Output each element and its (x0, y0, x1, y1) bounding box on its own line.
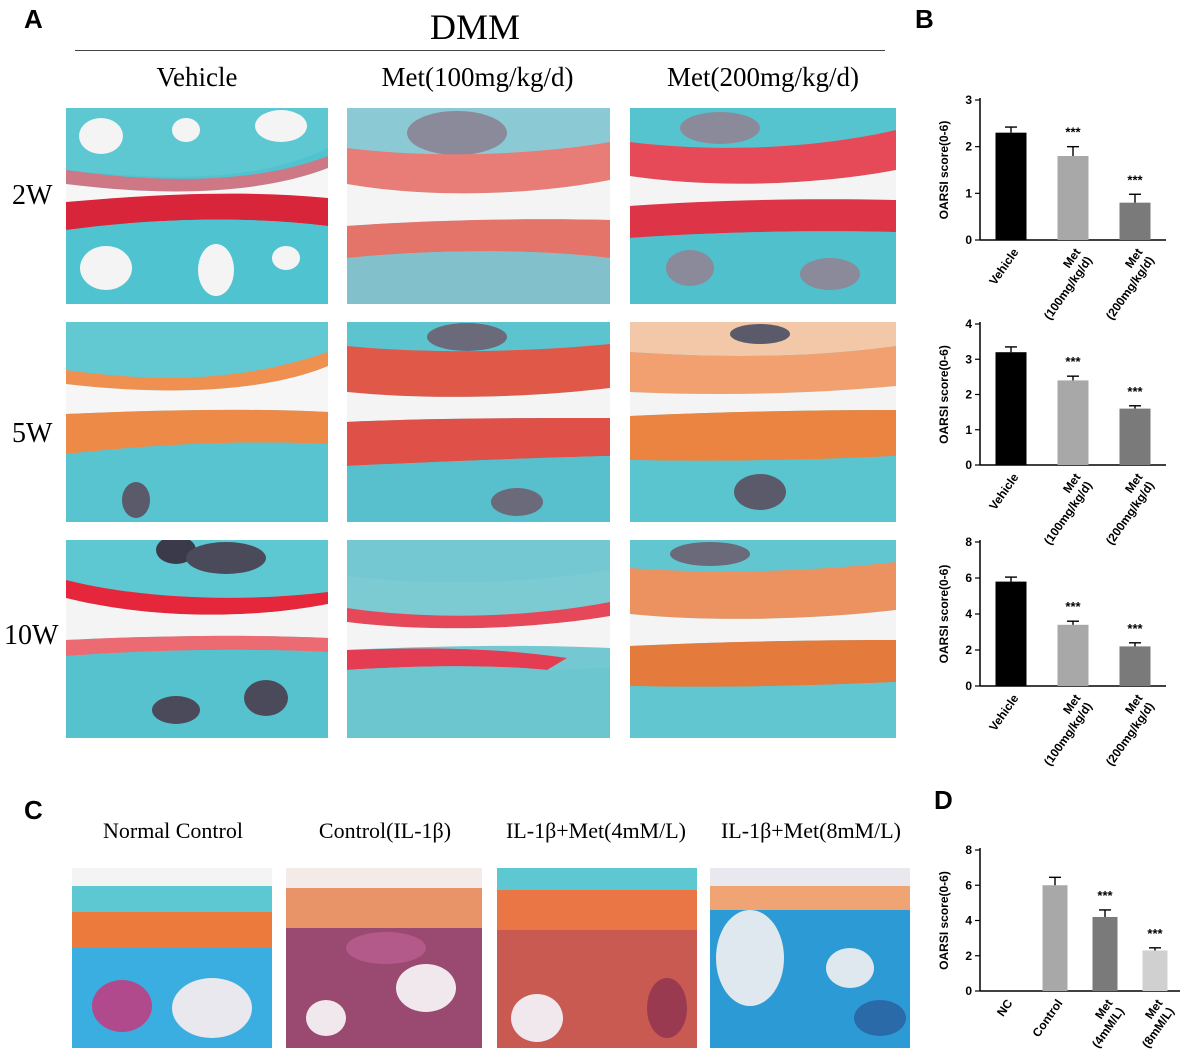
histology-10w-vehicle (66, 540, 328, 738)
histology-5w-met100 (347, 322, 610, 522)
histology-10w-met100 (347, 540, 610, 738)
bar (1119, 202, 1151, 240)
bar (995, 352, 1027, 465)
bar (995, 581, 1027, 686)
category-label: Vehicle (986, 470, 1021, 512)
category-label: Vehicle (986, 245, 1021, 287)
y-tick-label: 0 (965, 233, 972, 247)
y-tick-label: 0 (965, 984, 972, 998)
column-header-control-il1b: Control(IL-1β) (318, 818, 452, 843)
panel-label-d: D (934, 785, 953, 815)
y-tick-label: 6 (965, 878, 972, 892)
y-tick-label: 2 (965, 388, 972, 402)
bar (1057, 156, 1089, 240)
y-tick-label: 4 (965, 914, 972, 928)
significance-label: *** (1065, 599, 1081, 614)
histology-il1b-met4 (497, 868, 697, 1048)
column-header-met200: Met(200mg/kg/d) (667, 62, 859, 92)
y-axis-label: OARSI score(0-6) (937, 565, 951, 664)
bar (1119, 408, 1151, 465)
category-label: Control (1030, 997, 1066, 1040)
column-header-vehicle: Vehicle (156, 62, 238, 92)
y-tick-label: 0 (965, 679, 972, 693)
category-label: Vehicle (986, 691, 1021, 733)
column-header-normal-control: Normal Control (103, 818, 243, 843)
histology-2w-met200 (630, 108, 896, 304)
bar-chart-10w: OARSI score(0-6) 0 2 4 6 8 Vehicle *** Met(100mg… (930, 530, 1190, 772)
category-label: NC (994, 996, 1016, 1019)
histology-5w-vehicle (66, 322, 328, 522)
histology-control-il1b (286, 868, 482, 1048)
row-header-10w: 10W (4, 620, 59, 651)
significance-label: *** (1147, 926, 1163, 941)
category-label: Met(8mM/L) (1128, 997, 1177, 1051)
group-title: DMM (429, 7, 521, 47)
histology-il1b-met8 (710, 868, 910, 1048)
histology-2w-met100 (347, 108, 610, 304)
bar-chart-d: OARSI score(0-6) 0 2 4 6 8 NC Control *** Met(4mM… (930, 838, 1190, 1058)
significance-label: *** (1065, 125, 1081, 140)
y-tick-label: 8 (965, 535, 972, 549)
histology-normal-control (72, 868, 272, 1048)
bar (1057, 380, 1089, 465)
bar-chart-2w: OARSI score(0-6) 0 1 2 3 Vehicle *** Met(100mg/… (930, 82, 1190, 324)
row-header-2w: 2W (12, 180, 53, 211)
y-tick-label: 1 (965, 423, 972, 437)
chart-svg-10w: OARSI score(0-6) 0 2 4 6 8 Vehicle *** Met(100mg… (937, 535, 1166, 769)
column-header-il1b-met8: IL-1β+Met(8mM/L) (720, 818, 901, 843)
significance-label: *** (1127, 621, 1143, 636)
y-tick-label: 6 (965, 571, 972, 585)
chart-svg-5w: OARSI score(0-6)01234Vehicle***Met(100mg… (937, 317, 1166, 547)
chart-svg-d: OARSI score(0-6) 0 2 4 6 8 NC Control *** Met(4mM… (937, 843, 1180, 1051)
bar (1057, 624, 1089, 686)
y-tick-label: 0 (965, 458, 972, 472)
significance-label: *** (1127, 384, 1143, 399)
chart-svg-2w: OARSI score(0-6)0123Vehicle***Met(100mg/… (937, 93, 1166, 322)
significance-label: *** (1127, 172, 1143, 187)
bar (1142, 950, 1168, 991)
y-axis-label: OARSI score(0-6) (937, 121, 951, 220)
bar (995, 132, 1027, 240)
histology-5w-met200 (630, 322, 896, 522)
column-header-il1b-met4: IL-1β+Met(4mM/L) (505, 818, 686, 843)
bar (1042, 885, 1068, 991)
histology-10w-met200 (630, 540, 896, 738)
bar (1092, 916, 1118, 991)
y-tick-label: 4 (965, 317, 972, 331)
y-tick-label: 2 (965, 643, 972, 657)
bar (1119, 646, 1151, 686)
significance-label: *** (1065, 354, 1081, 369)
y-tick-label: 2 (965, 949, 972, 963)
group-divider-line (75, 50, 885, 51)
panel-label-a: A (24, 4, 43, 34)
y-tick-label: 2 (965, 140, 972, 154)
y-axis-label: OARSI score(0-6) (937, 345, 951, 444)
y-tick-label: 3 (965, 93, 972, 107)
category-label: Met(4mM/L) (1078, 997, 1127, 1051)
column-header-met100: Met(100mg/kg/d) (381, 62, 574, 92)
panel-label-c: C (24, 795, 43, 825)
panel-label-b: B (915, 4, 934, 34)
y-tick-label: 1 (965, 186, 972, 200)
category-label: Met(100mg/kg/d) (1030, 692, 1095, 769)
y-tick-label: 4 (965, 607, 972, 621)
histology-2w-vehicle (66, 108, 328, 304)
category-label: Met(200mg/kg/d) (1092, 692, 1157, 769)
y-tick-label: 8 (965, 843, 972, 857)
y-tick-label: 3 (965, 352, 972, 366)
row-header-5w: 5W (12, 418, 53, 449)
significance-label: *** (1097, 888, 1113, 903)
y-axis-label: OARSI score(0-6) (937, 871, 951, 970)
bar-chart-5w: OARSI score(0-6) 0 1 2 3 4 Vehicle *** Met(100mg… (930, 310, 1190, 552)
